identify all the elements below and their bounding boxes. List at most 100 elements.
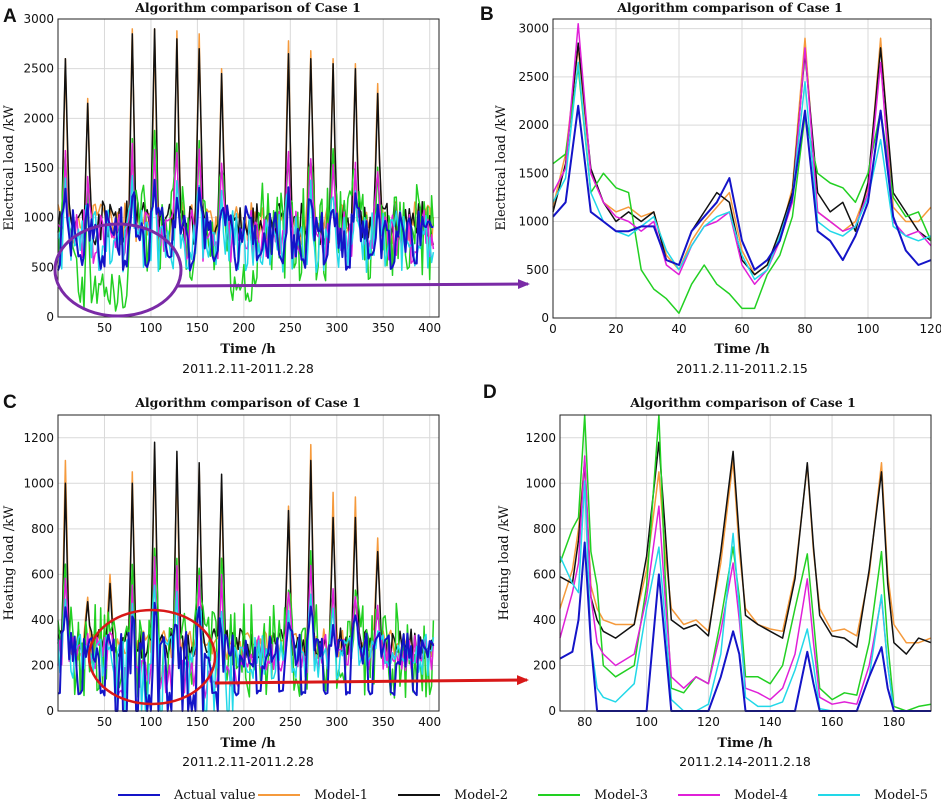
x-tick-label: 200 bbox=[232, 321, 255, 335]
x-tick-label: 300 bbox=[325, 321, 348, 335]
legend: Actual value Model-1 Model-2 Model-3 Model-4… bbox=[118, 788, 928, 803]
y-tick-label: 1000 bbox=[525, 476, 556, 490]
y-tick-label: 3000 bbox=[23, 12, 54, 26]
x-tick-label: 400 bbox=[418, 715, 441, 729]
x-tick-label: 50 bbox=[97, 715, 112, 729]
y-tick-label: 800 bbox=[31, 522, 54, 536]
x-tick-label: 350 bbox=[372, 321, 395, 335]
y-tick-label: 3000 bbox=[518, 22, 549, 36]
y-tick-label: 2500 bbox=[23, 62, 54, 76]
panel-label-b: B bbox=[480, 4, 494, 25]
panel-label-a: A bbox=[3, 6, 17, 27]
panel-a: A Algorithm comparison of Case 1 50 100 15… bbox=[2, 0, 441, 376]
series-line-model-2 bbox=[552, 42, 932, 276]
x-tick-label: 50 bbox=[97, 321, 112, 335]
x-axis-label: Time /h bbox=[714, 342, 770, 357]
x-tick-label: 40 bbox=[671, 322, 686, 336]
legend-label: Model-3 bbox=[594, 788, 648, 803]
plot-frame bbox=[57, 18, 440, 318]
series-line-model-4 bbox=[559, 455, 931, 712]
y-tick-label: 1500 bbox=[23, 161, 54, 175]
x-tick-label: 60 bbox=[734, 322, 749, 336]
panel-label-d: D bbox=[483, 382, 497, 403]
chart-title: Algorithm comparison of Case 1 bbox=[629, 395, 856, 410]
series-line-model-4 bbox=[552, 23, 932, 285]
x-axis-label: Time /h bbox=[220, 736, 276, 751]
y-axis-label: Heating load /kW bbox=[497, 505, 512, 620]
date-range: 2011.2.11-2011.2.15 bbox=[676, 361, 808, 376]
y-tick-label: 2500 bbox=[518, 70, 549, 84]
y-tick-label: 600 bbox=[533, 567, 556, 581]
series-line-actual-value bbox=[552, 104, 932, 271]
legend-label: Model-1 bbox=[314, 788, 368, 803]
panel-b: B Algorithm comparison of Case 1 0 20 40 60… bbox=[480, 0, 941, 376]
x-tick-label: 100 bbox=[139, 715, 162, 729]
x-tick-label: 100 bbox=[139, 321, 162, 335]
y-tick-label: 1000 bbox=[23, 476, 54, 490]
chart-title: Algorithm comparison of Case 1 bbox=[134, 0, 361, 15]
x-tick-label: 160 bbox=[821, 715, 844, 729]
panel-label-c: C bbox=[3, 392, 17, 413]
y-tick-label: 500 bbox=[526, 263, 549, 277]
series-line-model-3 bbox=[559, 414, 932, 712]
x-tick-label: 0 bbox=[549, 322, 557, 336]
y-axis-label: Electrical load /kW bbox=[2, 105, 17, 231]
plot-frame bbox=[559, 414, 932, 712]
series-line-model-5 bbox=[57, 584, 435, 712]
legend-label: Model-4 bbox=[734, 788, 788, 803]
y-tick-label: 200 bbox=[31, 658, 54, 672]
panel-c: C Algorithm comparison of Case 1 50 100 15… bbox=[2, 392, 441, 769]
zoom-annotations bbox=[53, 222, 530, 706]
y-tick-label: 800 bbox=[533, 522, 556, 536]
x-tick-label: 150 bbox=[186, 321, 209, 335]
x-tick-label: 120 bbox=[697, 715, 720, 729]
x-tick-label: 80 bbox=[797, 322, 812, 336]
y-axis-label: Heating load /kW bbox=[2, 505, 17, 620]
series-line-model-2 bbox=[559, 441, 932, 655]
series-line-actual-value bbox=[57, 601, 435, 712]
zoom-arrow-purple bbox=[177, 279, 530, 290]
x-tick-label: 250 bbox=[279, 321, 302, 335]
y-tick-label: 1200 bbox=[23, 431, 54, 445]
x-tick-label: 20 bbox=[608, 322, 623, 336]
x-tick-label: 180 bbox=[882, 715, 905, 729]
y-tick-label: 400 bbox=[533, 613, 556, 627]
panel-d: D Algorithm comparison of Case 1 80 100 12… bbox=[483, 382, 932, 769]
plot-frame bbox=[57, 414, 440, 712]
zoom-arrow-red bbox=[214, 675, 529, 686]
legend-label: Model-2 bbox=[454, 788, 508, 803]
y-tick-label: 0 bbox=[46, 704, 54, 718]
y-tick-label: 1500 bbox=[518, 166, 549, 180]
date-range: 2011.2.11-2011.2.28 bbox=[182, 754, 314, 769]
x-tick-label: 120 bbox=[920, 322, 941, 336]
series-line-model-4 bbox=[57, 142, 435, 265]
legend-label: Actual value bbox=[173, 788, 256, 803]
y-tick-label: 400 bbox=[31, 613, 54, 627]
y-tick-label: 2000 bbox=[23, 111, 54, 125]
chart-title: Algorithm comparison of Case 1 bbox=[134, 395, 361, 410]
x-tick-label: 400 bbox=[418, 321, 441, 335]
y-tick-label: 0 bbox=[541, 311, 549, 325]
plot-frame bbox=[552, 18, 932, 319]
y-tick-label: 1200 bbox=[525, 431, 556, 445]
series-line-model-3 bbox=[552, 66, 932, 314]
y-tick-label: 0 bbox=[548, 704, 556, 718]
x-tick-label: 100 bbox=[857, 322, 880, 336]
y-tick-label: 500 bbox=[31, 260, 54, 274]
legend-label: Model-5 bbox=[874, 788, 928, 803]
date-range: 2011.2.14-2011.2.18 bbox=[679, 754, 811, 769]
x-tick-label: 250 bbox=[279, 715, 302, 729]
x-axis-label: Time /h bbox=[220, 342, 276, 357]
y-axis-label: Electrical load /kW bbox=[494, 105, 509, 231]
x-axis-label: Time /h bbox=[717, 736, 773, 751]
y-tick-label: 600 bbox=[31, 567, 54, 581]
y-tick-label: 1000 bbox=[518, 215, 549, 229]
x-tick-label: 140 bbox=[759, 715, 782, 729]
chart-title: Algorithm comparison of Case 1 bbox=[616, 0, 843, 15]
zoom-ellipse-red bbox=[87, 608, 217, 706]
x-tick-label: 150 bbox=[186, 715, 209, 729]
x-tick-label: 200 bbox=[232, 715, 255, 729]
x-tick-label: 80 bbox=[577, 715, 592, 729]
y-tick-label: 1000 bbox=[23, 211, 54, 225]
